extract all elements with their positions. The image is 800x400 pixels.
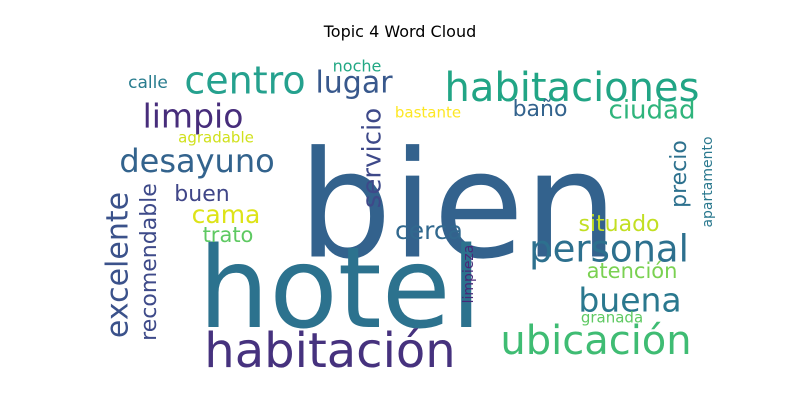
word-bien: bien <box>298 120 618 292</box>
word-buen: buen <box>174 182 229 207</box>
word-servicio: servicio <box>358 108 388 208</box>
word-habitaciones: habitaciones <box>445 65 700 111</box>
word-hotel: hotel <box>198 224 481 354</box>
word-precio: precio <box>667 140 692 208</box>
word-apartamento: apartamento <box>700 136 716 227</box>
word-centro: centro <box>184 59 305 103</box>
word-bastante: bastante <box>395 104 461 122</box>
word-agradable: agradable <box>178 129 254 147</box>
word-granada: granada <box>581 309 643 327</box>
word-atención: atención <box>587 259 678 283</box>
word-cama: cama <box>192 200 261 229</box>
word-limpio: limpio <box>143 97 244 136</box>
chart-title: Topic 4 Word Cloud <box>323 22 477 41</box>
word-desayuno: desayuno <box>119 142 274 180</box>
word-recomendable: recomendable <box>137 183 162 341</box>
word-lugar: lugar <box>315 66 393 101</box>
word-excelente: excelente <box>101 192 136 338</box>
word-calle: calle <box>128 73 168 93</box>
word-trato: trato <box>203 223 254 247</box>
word-cerca: cerca <box>395 216 463 245</box>
word-ciudad: ciudad <box>609 96 696 126</box>
word-limpieza: limpieza <box>461 245 477 304</box>
word-situado: situado <box>578 212 659 237</box>
word-ubicación: ubicación <box>500 318 691 364</box>
word-buena: buena <box>578 281 681 320</box>
word-personal: personal <box>529 228 689 271</box>
word-noche: noche <box>333 57 382 76</box>
word-baño: baño <box>513 97 568 122</box>
word-habitación: habitación <box>204 323 455 379</box>
